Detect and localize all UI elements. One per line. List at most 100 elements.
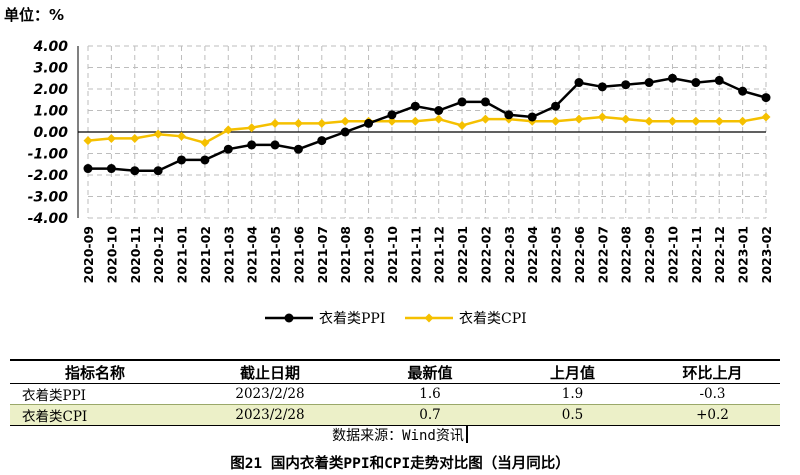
x-tick-label: 2021-03 xyxy=(221,226,236,283)
x-tick-label: 2021-07 xyxy=(315,226,330,283)
header-mom: 环比上月 xyxy=(645,360,780,384)
data-point xyxy=(667,116,677,126)
data-point xyxy=(597,112,607,122)
y-tick-label: -2.00 xyxy=(28,168,69,184)
x-tick-label: 2021-02 xyxy=(198,226,213,283)
data-point xyxy=(387,116,397,126)
header-indicator: 指标名称 xyxy=(10,360,180,384)
data-point xyxy=(83,164,93,174)
unit-label: 单位：% xyxy=(4,6,65,24)
data-point xyxy=(340,127,350,137)
x-tick-label: 2022-10 xyxy=(665,226,680,284)
cell-indicator: 衣着类PPI xyxy=(10,383,180,405)
y-tick-label: 3.00 xyxy=(33,61,68,77)
data-point xyxy=(527,112,537,122)
header-previous: 上月值 xyxy=(500,360,645,384)
header-latest: 最新值 xyxy=(360,360,500,384)
x-tick-label: 2023-01 xyxy=(736,226,751,283)
x-tick-label: 2022-01 xyxy=(455,226,470,283)
x-tick-label: 2022-08 xyxy=(619,226,634,283)
data-point xyxy=(714,75,724,85)
data-point xyxy=(130,133,140,143)
data-point xyxy=(223,144,233,154)
data-point xyxy=(621,80,631,90)
data-point xyxy=(714,116,724,126)
series-line xyxy=(87,115,767,145)
data-point xyxy=(177,131,187,141)
data-point xyxy=(691,78,701,88)
data-point xyxy=(457,121,467,131)
data-point xyxy=(551,101,561,111)
x-tick-label: 2021-04 xyxy=(245,226,260,284)
x-tick-label: 2021-06 xyxy=(291,226,306,284)
data-point xyxy=(738,86,748,96)
x-tick-label: 2022-03 xyxy=(502,226,517,283)
line-chart: 4.00 3.00 2.00 1.00 0.00 -1.00 -2.00 -3.00 -4.00… xyxy=(28,39,774,327)
x-tick-label: 2021-05 xyxy=(268,226,283,283)
data-point xyxy=(480,97,490,107)
cell-indicator: 衣着类CPI xyxy=(10,404,180,426)
table-row: 衣着类PPI 2023/2/28 1.6 1.9 -0.3 xyxy=(10,383,780,405)
data-point xyxy=(270,118,280,128)
x-tick-label: 2021-11 xyxy=(408,226,423,283)
data-point xyxy=(200,155,210,165)
data-point xyxy=(667,73,677,83)
data-point xyxy=(691,116,701,126)
x-tick-label: 2022-05 xyxy=(549,226,564,283)
data-point xyxy=(551,116,561,126)
x-tick-label: 2020-10 xyxy=(104,226,119,284)
data-point xyxy=(597,82,607,92)
data-point xyxy=(270,140,280,150)
x-tick-label: 2020-09 xyxy=(81,226,96,283)
data-point xyxy=(106,133,116,143)
x-tick-label: 2021-01 xyxy=(175,226,190,283)
data-point xyxy=(153,166,163,176)
table-header-row: 指标名称 截止日期 最新值 上月值 环比上月 xyxy=(10,360,780,384)
x-tick-label: 2020-11 xyxy=(128,226,143,283)
y-tick-label: 0.00 xyxy=(33,125,68,141)
x-tick-label: 2022-11 xyxy=(689,226,704,283)
cell-mom: -0.3 xyxy=(645,383,780,405)
x-tick-label: 2021-10 xyxy=(385,226,400,284)
data-point xyxy=(340,116,350,126)
cell-mom: +0.2 xyxy=(645,404,780,426)
legend-label: 衣着类CPI xyxy=(459,311,527,327)
cell-latest: 0.7 xyxy=(360,404,500,426)
text-cursor xyxy=(465,426,468,443)
cell-previous: 0.5 xyxy=(500,404,645,426)
data-point xyxy=(738,116,748,126)
data-point xyxy=(574,78,584,88)
data-point xyxy=(644,78,654,88)
data-point xyxy=(317,118,327,128)
data-point xyxy=(106,164,116,174)
data-point xyxy=(410,101,420,111)
cell-date: 2023/2/28 xyxy=(180,383,360,405)
data-point xyxy=(761,112,771,122)
data-point xyxy=(293,118,303,128)
data-point xyxy=(434,114,444,124)
y-tick-label: 2.00 xyxy=(33,82,68,98)
data-point xyxy=(364,118,374,128)
x-tick-label: 2021-12 xyxy=(432,226,447,283)
x-tick-label: 2021-09 xyxy=(362,226,377,283)
data-point xyxy=(317,136,327,146)
x-tick-label: 2022-12 xyxy=(712,226,727,283)
data-point xyxy=(574,114,584,124)
data-point xyxy=(247,140,257,150)
data-point xyxy=(177,155,187,165)
x-tick-label: 2022-07 xyxy=(595,226,610,283)
legend-marker xyxy=(424,313,434,323)
cell-date: 2023/2/28 xyxy=(180,404,360,426)
y-tick-label: -1.00 xyxy=(28,147,69,163)
x-tick-label: 2022-04 xyxy=(525,226,540,284)
data-point xyxy=(410,116,420,126)
legend-label: 衣着类PPI xyxy=(319,311,385,327)
data-point xyxy=(223,125,233,135)
y-tick-label: 4.00 xyxy=(32,39,68,55)
data-point xyxy=(247,123,257,133)
cell-latest: 1.6 xyxy=(360,383,500,405)
summary-table: 指标名称 截止日期 最新值 上月值 环比上月 衣着类PPI 2023/2/28 … xyxy=(10,359,780,426)
y-tick-label: -3.00 xyxy=(28,190,69,206)
header-date: 截止日期 xyxy=(180,360,360,384)
source-note: 数据来源：Wind资讯 xyxy=(0,425,800,445)
